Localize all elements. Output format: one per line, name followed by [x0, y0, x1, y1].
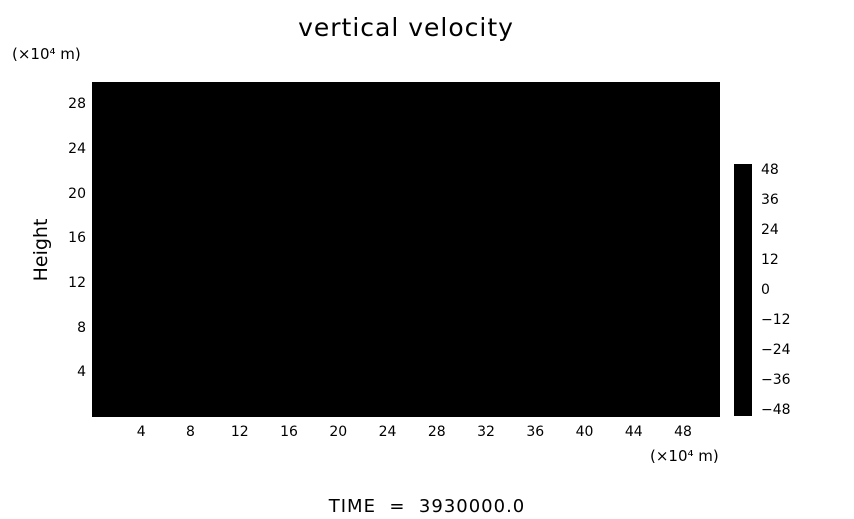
time-label: TIME = 3930000.0 [328, 496, 526, 517]
x-tick-mark [239, 82, 241, 87]
colorbar [734, 164, 752, 416]
x-tick-mark [190, 412, 192, 417]
y-tick-mark [715, 238, 720, 240]
x-tick-mark [239, 412, 241, 417]
x-tick-mark [584, 82, 586, 87]
y-tick-mark [715, 149, 720, 150]
y-tick-mark [715, 372, 720, 374]
y-tick-mark [92, 372, 97, 374]
x-tick-mark [436, 412, 438, 417]
velocity-field [93, 83, 719, 416]
x-tick-mark [338, 412, 340, 417]
x-tick-mark [633, 82, 635, 87]
x-tick-label: 40 [575, 424, 594, 440]
x-tick-mark [190, 82, 192, 87]
y-tick-mark [715, 104, 720, 106]
y-tick-mark [715, 193, 720, 195]
x-tick-label: 48 [674, 424, 692, 440]
colorbar-tick-label: 48 [761, 162, 779, 178]
x-tick-mark [436, 82, 438, 87]
x-tick-mark [486, 412, 488, 417]
colorbar-tick-label: −12 [761, 312, 791, 328]
colorbar-tick-label: −24 [761, 342, 791, 358]
x-tick-label: 4 [136, 424, 146, 440]
x-tick-mark [683, 412, 685, 417]
colorbar-tick-label: 36 [761, 192, 779, 208]
x-tick-label: 12 [230, 424, 249, 440]
x-tick-mark [141, 82, 143, 87]
y-tick-mark [715, 327, 720, 329]
x-tick-label: 28 [427, 424, 446, 440]
x-tick-label: 16 [280, 424, 298, 440]
y-tick-label: 8 [77, 319, 86, 336]
colorbar-tick-label: 24 [761, 222, 779, 238]
y-axis-unit: (×10⁴ m) [12, 45, 81, 63]
colorbar-tick-label: 12 [761, 252, 779, 268]
y-tick-label: 12 [68, 275, 86, 291]
y-tick-mark [92, 283, 97, 284]
x-tick-mark [141, 412, 143, 417]
x-tick-mark [633, 412, 635, 417]
x-tick-mark [289, 82, 291, 87]
y-tick-label: 28 [68, 96, 86, 113]
y-tick-mark [715, 283, 720, 284]
x-tick-label: 44 [624, 424, 643, 440]
y-tick-mark [92, 327, 97, 329]
x-tick-mark [683, 82, 685, 87]
y-tick-mark [92, 104, 97, 106]
x-axis-unit: (×10⁴ m) [650, 447, 719, 465]
x-tick-label: 8 [186, 424, 195, 440]
x-tick-mark [289, 412, 291, 417]
y-tick-label: 4 [77, 364, 86, 381]
y-tick-mark [92, 149, 97, 150]
colorbar-tick-label: −48 [761, 402, 791, 418]
y-axis-label: Height [30, 218, 52, 282]
colorbar-tick-label: 0 [761, 282, 770, 298]
colorbar-tick-label: −36 [761, 372, 791, 388]
chart-title: vertical velocity [298, 13, 514, 42]
x-tick-mark [584, 412, 586, 417]
x-tick-mark [387, 412, 389, 417]
x-tick-mark [387, 82, 389, 87]
y-tick-label: 24 [68, 141, 86, 157]
x-tick-label: 32 [477, 424, 495, 440]
x-tick-label: 36 [526, 424, 545, 440]
y-tick-mark [92, 238, 97, 240]
x-tick-mark [535, 412, 537, 417]
x-tick-mark [535, 82, 537, 87]
y-tick-mark [92, 193, 97, 195]
plot-area [92, 82, 720, 417]
x-tick-label: 24 [378, 424, 397, 440]
y-tick-label: 16 [68, 230, 86, 247]
x-tick-label: 20 [329, 424, 348, 440]
y-tick-label: 20 [68, 185, 86, 202]
x-tick-mark [486, 82, 488, 87]
x-tick-mark [338, 82, 340, 87]
